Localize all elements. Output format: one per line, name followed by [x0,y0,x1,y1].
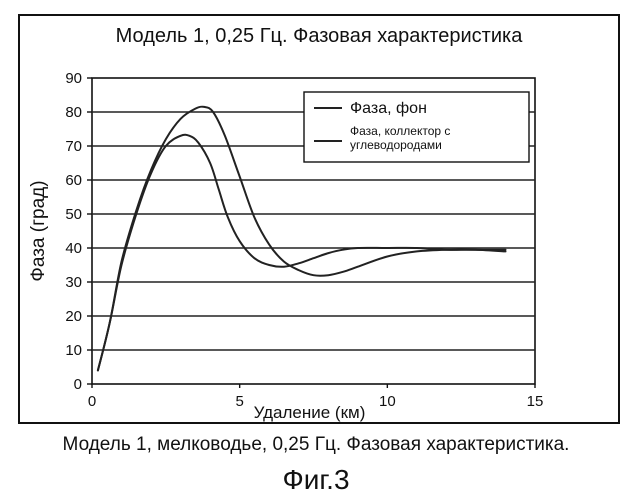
series-line-1 [98,135,506,371]
y-tick-label: 80 [65,104,82,121]
legend-label-2: Фаза, коллектор суглеводородами [350,124,450,152]
y-tick-label: 60 [65,172,82,189]
legend-label-1: Фаза, фон [350,100,427,117]
chart-frame: Модель 1, 0,25 Гц. Фазовая характеристик… [18,14,620,424]
y-tick-label: 30 [65,274,82,291]
x-tick-label: 0 [88,393,96,410]
chart-svg: Модель 1, 0,25 Гц. Фазовая характеристик… [20,16,618,422]
x-axis-label: Удаление (км) [254,403,366,422]
chart-title: Модель 1, 0,25 Гц. Фазовая характеристик… [116,25,524,47]
y-tick-label: 0 [74,376,82,393]
x-tick-label: 10 [379,393,396,410]
x-tick-label: 15 [527,393,544,410]
figure-caption: Модель 1, мелководье, 0,25 Гц. Фазовая х… [0,434,632,456]
y-tick-label: 50 [65,206,82,223]
x-tick-label: 5 [235,393,243,410]
y-tick-label: 10 [65,342,82,359]
y-tick-label: 20 [65,308,82,325]
y-tick-label: 90 [65,70,82,87]
y-axis-label: Фаза (град) [28,180,49,281]
y-tick-label: 70 [65,138,82,155]
y-tick-label: 40 [65,240,82,257]
figure-label: Фиг.3 [0,464,632,496]
